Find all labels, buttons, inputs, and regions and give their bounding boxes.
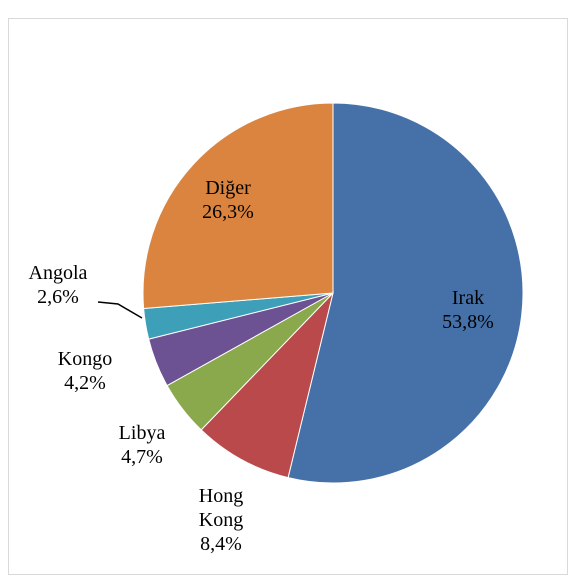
category-label: Irak [451,287,485,309]
slice-label: Diğer 26,3% [188,176,268,224]
category-label: Hong Kong [198,485,244,531]
category-label: Diğer [205,177,251,199]
value-label: 53,8% [442,311,494,333]
pie-slice [200,291,334,479]
category-label: Angola [28,262,88,284]
slice-label: Kongo 4,2% [45,347,125,395]
slice-label: Irak 53,8% [438,286,498,334]
value-label: 8,4% [200,533,242,555]
leader-line [97,301,143,319]
value-label: 4,2% [64,372,106,394]
slice-label: Angola 2,6% [18,261,98,309]
value-label: 26,3% [202,201,254,223]
value-label: 4,7% [121,446,163,468]
category-label: Kongo [57,348,113,370]
category-label: Libya [118,422,166,444]
pie-slice [287,102,524,484]
chart-border [8,18,568,575]
value-label: 2,6% [37,286,79,308]
slice-label: Hong Kong 8,4% [186,484,256,556]
slice-label: Libya 4,7% [107,421,177,469]
pie-slice [142,102,334,310]
